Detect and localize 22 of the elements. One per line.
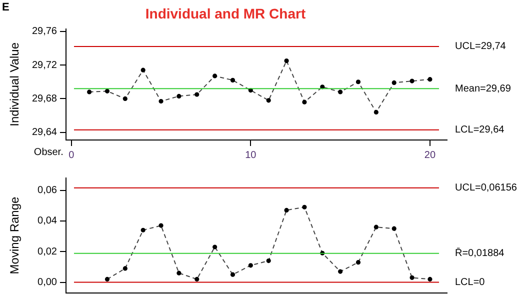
x-tick-label: 10 xyxy=(245,150,257,161)
y-tick-label: 0,06 xyxy=(38,185,58,196)
ref-line-label: UCL=0,06156 xyxy=(455,182,518,194)
y-axis-title: Moving Range xyxy=(8,196,22,274)
x-tick-label: 20 xyxy=(424,150,436,161)
y-tick-label: 0,00 xyxy=(38,277,58,288)
y-tick-label: 0,02 xyxy=(38,246,58,258)
ref-line-label: Mean=29,69 xyxy=(455,83,512,94)
x-tick-label: 0 xyxy=(68,150,75,161)
y-axis-title: Individual Value xyxy=(8,42,22,126)
y-tick-label: 29,72 xyxy=(32,60,58,71)
text: E xyxy=(2,2,10,14)
y-tick-label: 29,76 xyxy=(32,26,58,38)
ref-line-label: LCL=0 xyxy=(455,277,486,288)
ref-line-label: UCL=29,74 xyxy=(455,41,506,52)
y-tick-label: 29,68 xyxy=(32,93,58,104)
ref-line-label: R̄=0,01884 xyxy=(455,248,505,260)
chart-title: Individual and MR Chart xyxy=(145,5,306,22)
x-axis-title: Obser. xyxy=(34,146,64,158)
y-tick-label: 29,64 xyxy=(32,127,58,138)
ref-line-label: LCL=29,64 xyxy=(455,124,505,136)
y-tick-label: 0,04 xyxy=(38,216,58,227)
